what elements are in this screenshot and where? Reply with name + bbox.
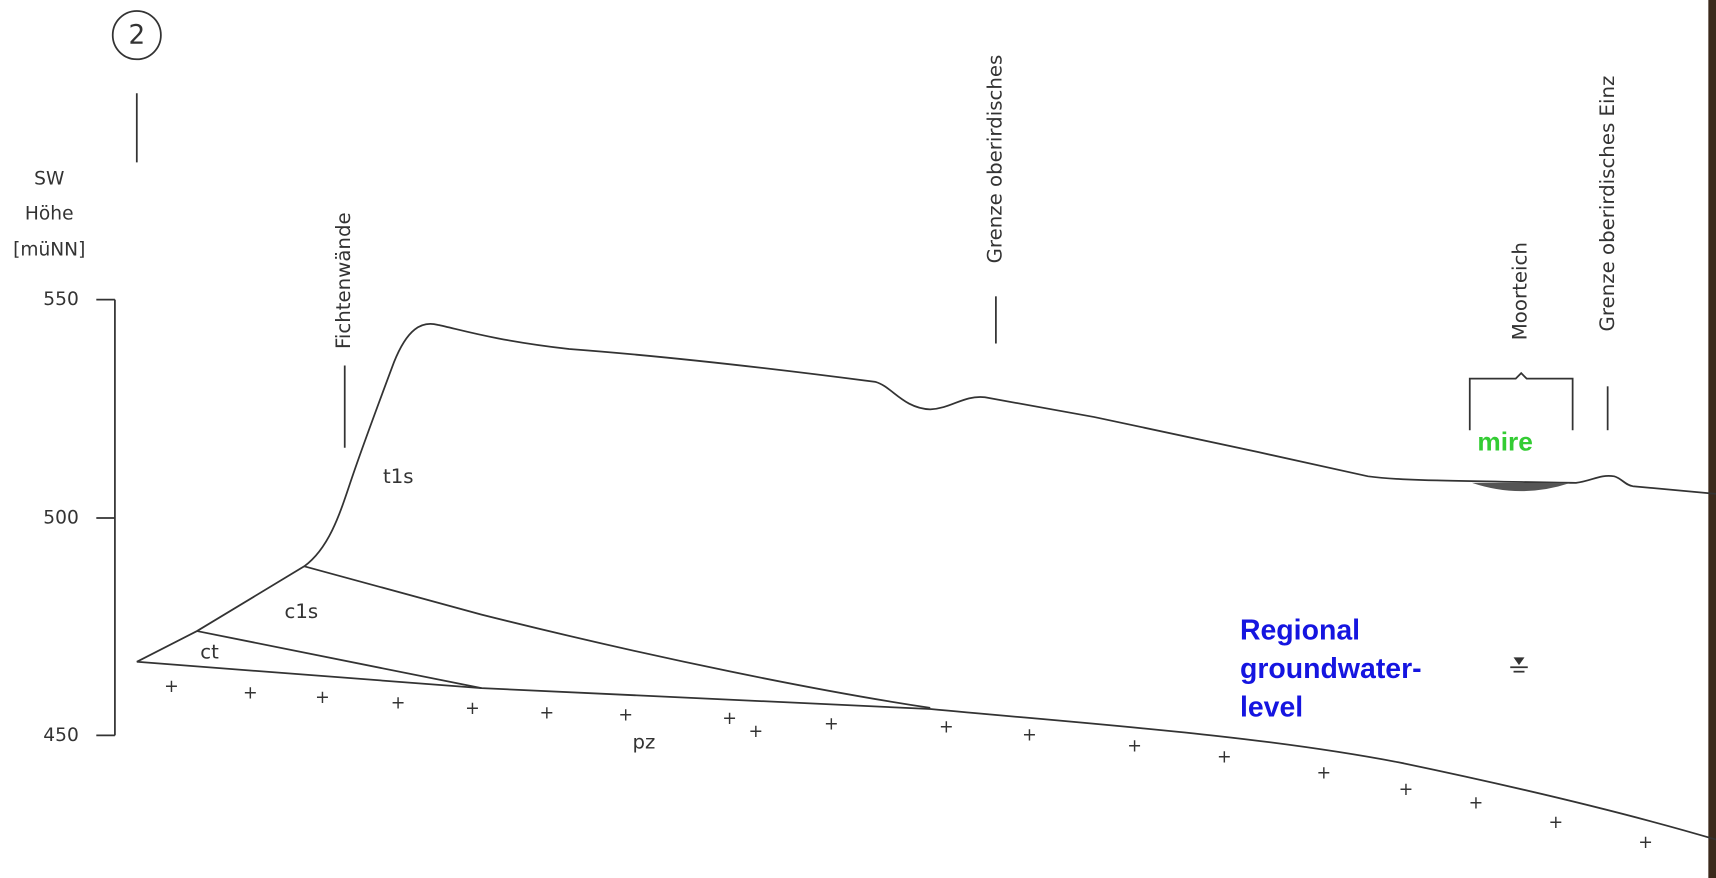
svg-text:+: + (1317, 764, 1332, 784)
unit-label: ct (200, 640, 219, 663)
svg-text:+: + (1549, 813, 1564, 833)
marker-label: Fichtenwände (332, 212, 355, 349)
tick-label: 550 (43, 289, 79, 310)
tick-label: 500 (43, 508, 79, 529)
svg-text:+: + (1127, 736, 1142, 756)
svg-text:+: + (243, 684, 258, 704)
svg-text:+: + (1638, 833, 1653, 853)
svg-text:+: + (618, 706, 633, 726)
mire-label: mire (1477, 426, 1532, 456)
marker-label: Moorteich (1509, 242, 1532, 340)
svg-text:+: + (1022, 725, 1037, 745)
text-line: groundwater- (1240, 653, 1422, 685)
svg-text:+: + (722, 709, 737, 729)
svg-text:+: + (1217, 747, 1232, 767)
svg-text:+: + (540, 703, 555, 723)
svg-text:+: + (465, 699, 480, 719)
unit-label: t1s (383, 465, 414, 488)
svg-text:+: + (824, 714, 839, 734)
tick-label: 450 (43, 725, 79, 746)
cross-section: 2 SW Höhe [müNN] 550 500 450 Fichtenwänd… (0, 0, 1716, 878)
text-line: Regional (1240, 615, 1360, 647)
svg-text:+: + (1399, 780, 1414, 800)
svg-text:+: + (1469, 793, 1484, 813)
axis-title: SW (34, 168, 64, 189)
axis-title: [müNN] (13, 240, 85, 261)
svg-text:+: + (749, 722, 764, 742)
axis-title: Höhe (25, 203, 74, 224)
marker-label: Grenze oberirdisches Einz (1596, 76, 1619, 332)
text-line: level (1240, 691, 1303, 723)
svg-text:+: + (939, 718, 954, 738)
svg-text:+: + (164, 677, 179, 697)
svg-text:+: + (391, 693, 406, 713)
svg-text:+: + (315, 688, 330, 708)
unit-label: c1s (285, 600, 319, 623)
profile-number: 2 (128, 21, 145, 51)
marker-label: Grenze oberirdisches (983, 55, 1006, 264)
frame-edge (1708, 0, 1716, 878)
unit-label: pz (633, 730, 656, 753)
